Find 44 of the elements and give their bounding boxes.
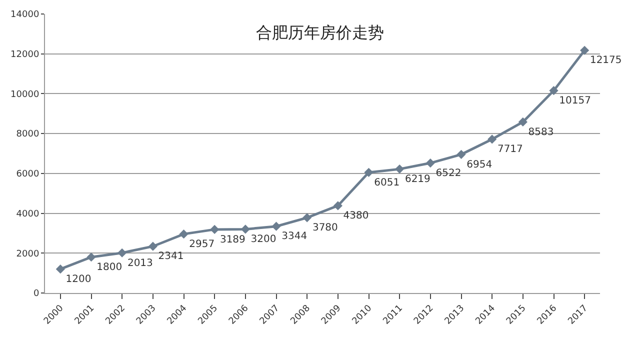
- point: [272, 222, 281, 231]
- text: 合肥历年房价走势: [256, 23, 384, 42]
- y-tick-label: 14000: [10, 10, 40, 20]
- data-label: 6522: [436, 168, 462, 179]
- y-tick-label: 6000: [16, 170, 40, 180]
- point: [395, 164, 404, 174]
- data-label: 2957: [189, 238, 215, 250]
- point: [364, 168, 374, 177]
- point: [179, 230, 188, 239]
- data-label: 3189: [220, 234, 246, 246]
- point: [549, 86, 558, 96]
- point: [118, 248, 127, 258]
- point: [148, 242, 158, 251]
- data-label: 12175: [590, 55, 622, 66]
- data-label: 6219: [404, 174, 430, 185]
- y-tick-label: 10000: [10, 90, 40, 100]
- y-tick-label: 0: [33, 289, 40, 300]
- point: [518, 117, 528, 126]
- point: [56, 264, 65, 274]
- y-tick-label: 8000: [16, 130, 40, 140]
- data-label: 8583: [528, 126, 554, 138]
- point: [580, 46, 590, 55]
- point: [456, 150, 466, 159]
- data-label: 1800: [96, 262, 122, 274]
- point: [426, 158, 435, 168]
- data-label: 4380: [343, 210, 369, 222]
- point: [488, 134, 497, 144]
- y-tick-label: 12000: [10, 50, 40, 60]
- data-label: 2013: [127, 258, 153, 269]
- data-label: 7717: [497, 144, 523, 156]
- point: [86, 252, 96, 262]
- point: [240, 224, 250, 234]
- data-label: 10157: [559, 95, 591, 106]
- point: [333, 201, 342, 210]
- data-label: 6051: [374, 177, 400, 188]
- point: [302, 213, 312, 222]
- y-tick-label: 2000: [16, 249, 40, 260]
- data-label: 3200: [250, 234, 276, 246]
- y-tick-label: 4000: [16, 209, 40, 220]
- data-label: 3780: [312, 222, 338, 234]
- data-label: 3344: [282, 231, 308, 242]
- data-label: 6954: [466, 159, 492, 170]
- data-label: 1200: [66, 274, 92, 285]
- data-label: 2341: [158, 251, 184, 262]
